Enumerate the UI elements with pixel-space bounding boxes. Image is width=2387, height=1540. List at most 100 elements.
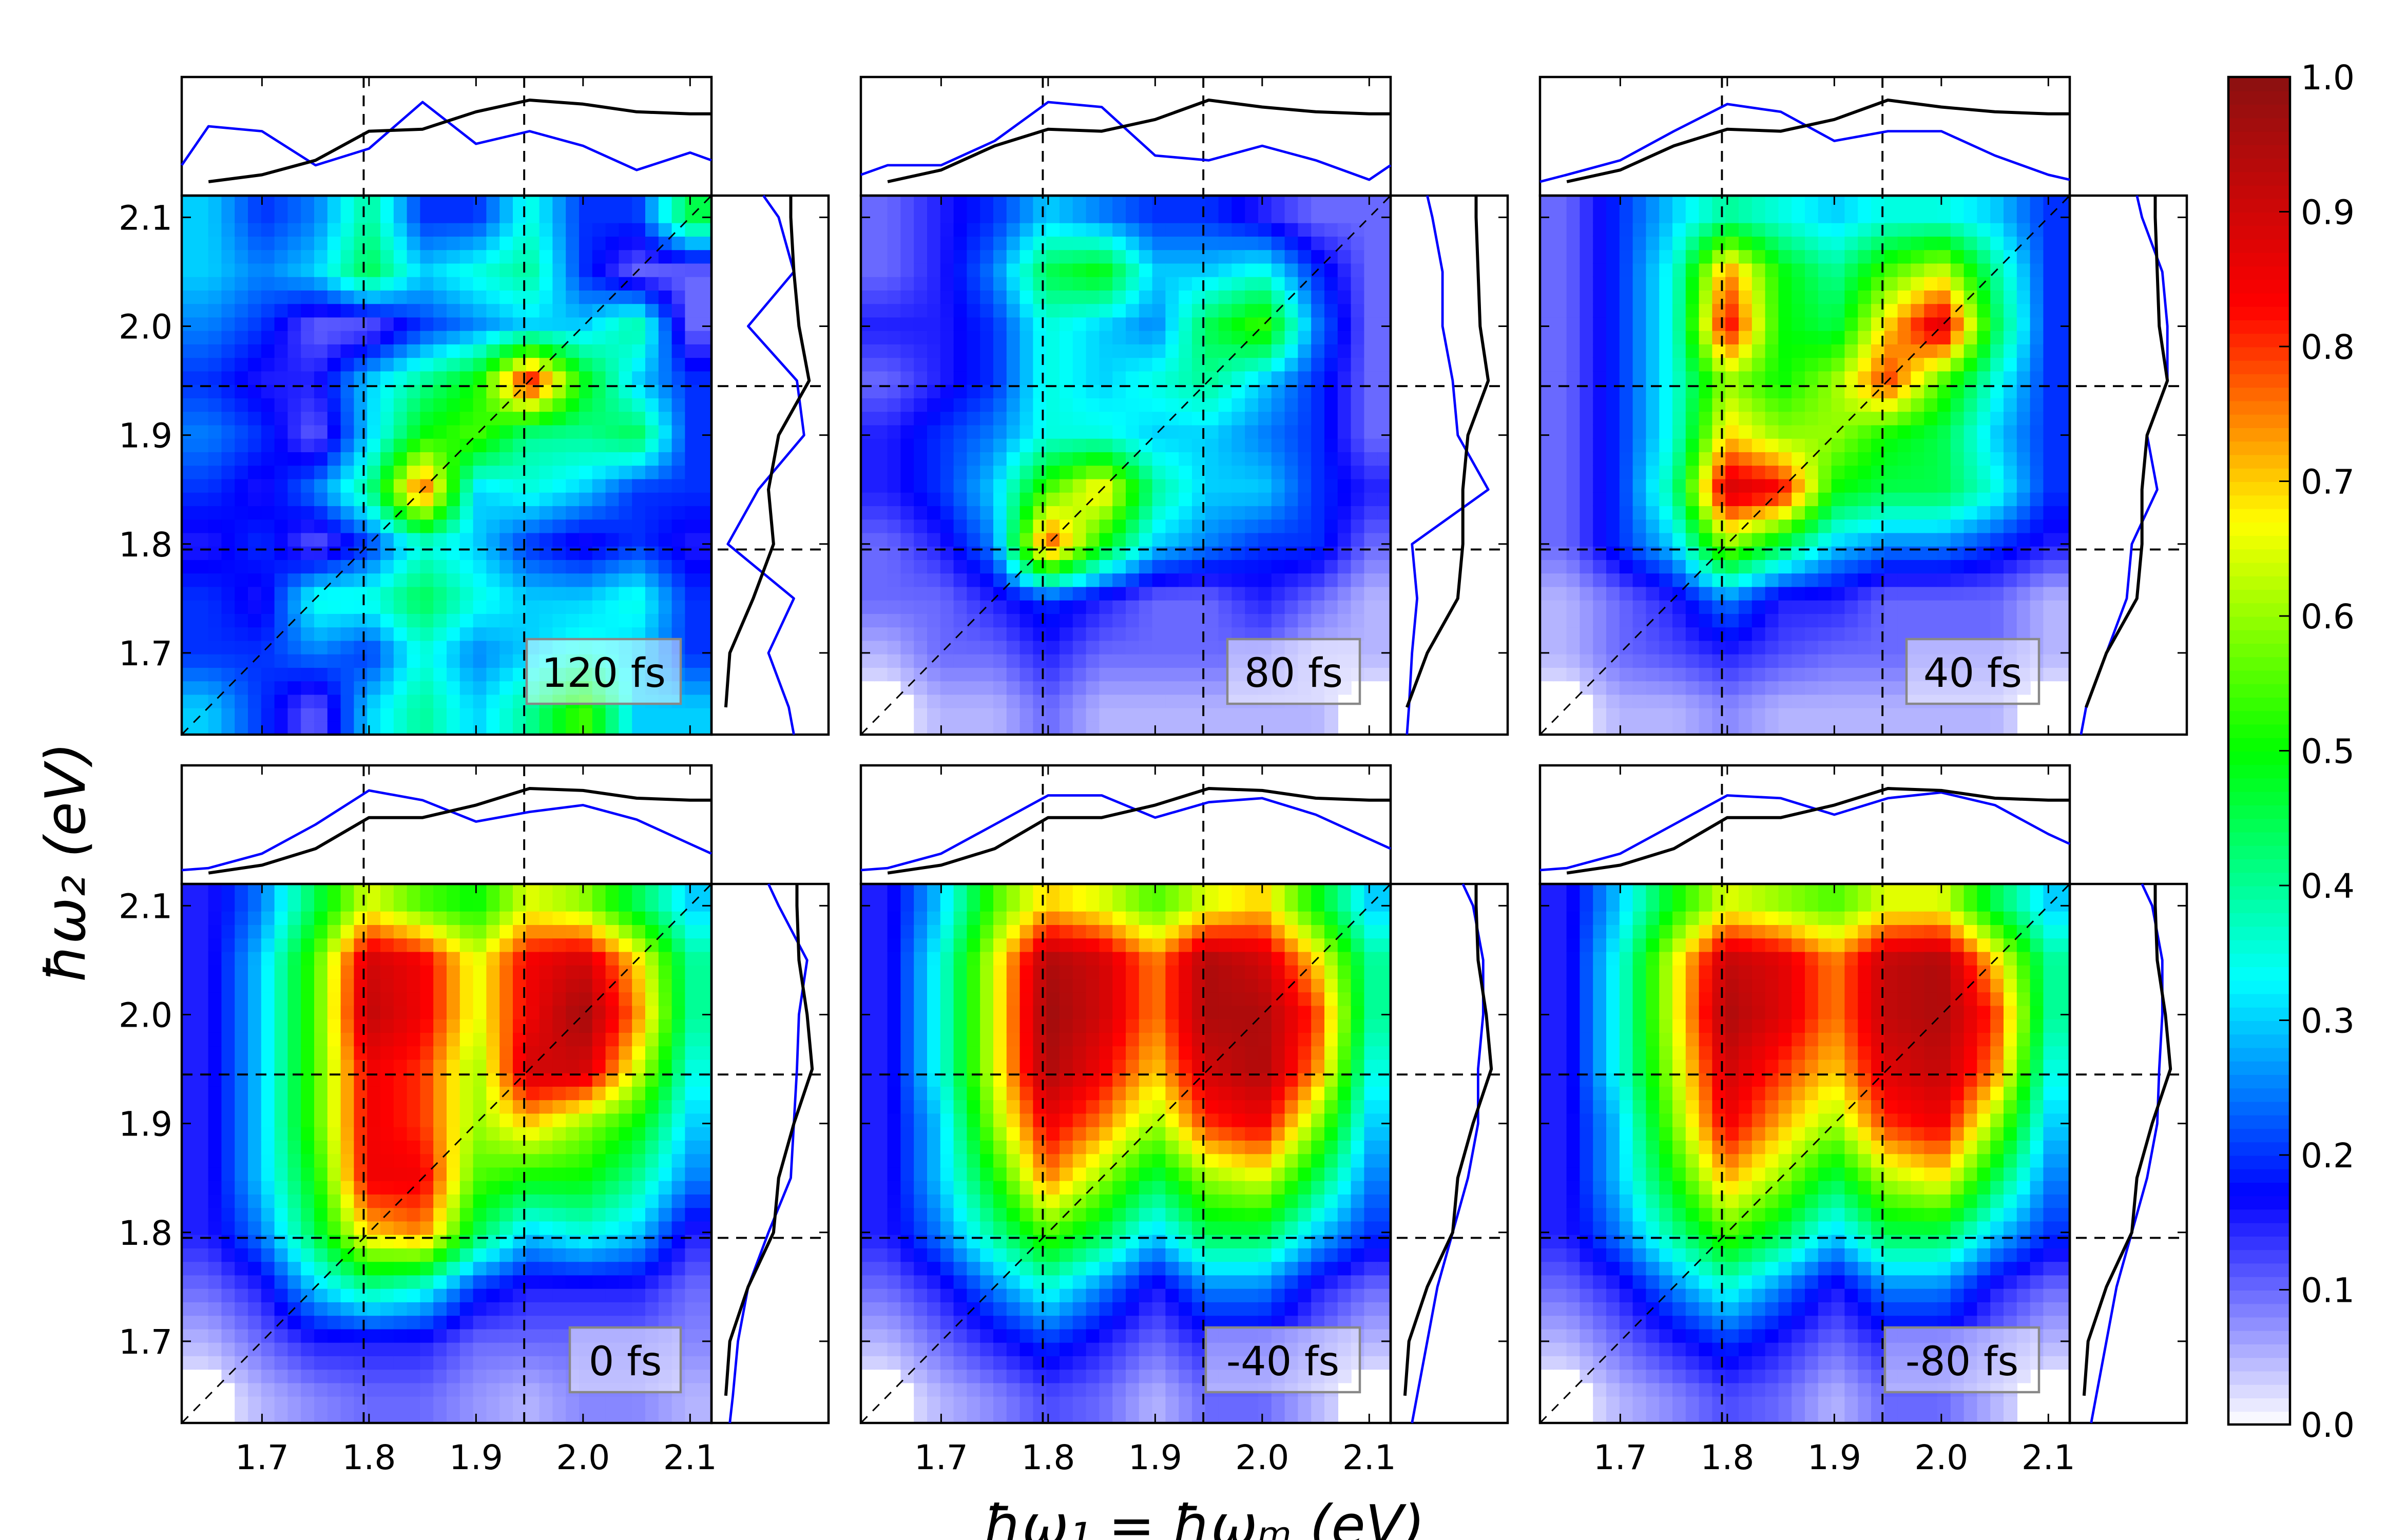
heatmap-cell	[367, 519, 381, 533]
heatmap-cell	[1284, 721, 1299, 736]
heatmap-cell	[182, 1100, 196, 1114]
heatmap-cell	[1778, 546, 1793, 560]
heatmap-cell	[2004, 303, 2017, 318]
heatmap-cell	[221, 209, 236, 223]
heatmap-cell	[1739, 465, 1753, 479]
heatmap-cell	[993, 397, 1007, 412]
heatmap-cell	[1778, 600, 1793, 614]
heatmap-cell	[2043, 438, 2057, 452]
heatmap-cell	[195, 276, 209, 291]
heatmap-cell	[1606, 586, 1620, 601]
heatmap-cell	[1152, 451, 1166, 466]
heatmap-cell	[526, 438, 540, 452]
heatmap-cell	[2043, 519, 2057, 533]
heatmap-cell	[327, 330, 341, 344]
heatmap-cell	[632, 249, 646, 264]
heatmap-cell	[566, 411, 580, 426]
heatmap-cell	[221, 667, 236, 682]
heatmap-cell	[645, 290, 659, 304]
heatmap-cell	[861, 559, 875, 574]
heatmap-cell	[1245, 438, 1259, 452]
heatmap-cell	[261, 438, 275, 452]
heatmap-cell	[1646, 303, 1660, 318]
heatmap-cell	[1632, 371, 1647, 385]
heatmap-cell	[1337, 209, 1352, 223]
heatmap-cell	[1924, 532, 1938, 547]
heatmap-cell	[967, 343, 981, 358]
heatmap-cell	[914, 303, 928, 318]
heatmap-cell	[327, 451, 341, 466]
heatmap-cell	[459, 249, 474, 264]
heatmap-cell	[953, 290, 968, 304]
heatmap-cell	[499, 600, 514, 614]
heatmap-cell	[1019, 707, 1034, 722]
heatmap-cell	[980, 397, 994, 412]
heatmap-cell	[314, 222, 328, 237]
heatmap-cell	[1924, 586, 1938, 601]
heatmap-cell	[1033, 357, 1047, 372]
heatmap-cell	[1179, 532, 1193, 547]
heatmap-cell	[1351, 519, 1365, 533]
heatmap-cell	[208, 303, 222, 318]
heatmap-cell	[1112, 505, 1127, 520]
heatmap-cell	[433, 707, 448, 722]
heatmap-cell	[658, 317, 672, 331]
heatmap-cell	[632, 532, 646, 547]
heatmap-cell	[1646, 627, 1660, 641]
heatmap-cell	[195, 249, 209, 264]
heatmap-cell	[1060, 546, 1073, 560]
heatmap-cell	[1139, 505, 1153, 520]
heatmap-cell	[2043, 546, 2057, 560]
heatmap-cell	[1672, 196, 1686, 210]
heatmap-cell	[671, 492, 686, 506]
heatmap-cell	[874, 397, 888, 412]
heatmap-cell	[248, 505, 262, 520]
heatmap-cell	[953, 276, 968, 291]
heatmap-cell	[261, 519, 275, 533]
heatmap-cell	[1165, 196, 1180, 210]
heatmap-cell	[221, 276, 236, 291]
heatmap-cell	[1019, 653, 1034, 668]
heatmap-cell	[927, 559, 941, 574]
heatmap-cell	[221, 694, 236, 708]
heatmap-cell	[685, 478, 699, 493]
heatmap-cell	[1606, 613, 1620, 628]
heatmap-cell	[354, 425, 368, 439]
heatmap-cell	[1553, 303, 1567, 318]
heatmap-cell	[287, 559, 302, 574]
heatmap-cell	[1086, 330, 1100, 344]
heatmap-cell	[552, 425, 567, 439]
heatmap-cell	[1152, 573, 1166, 587]
heatmap-cell	[927, 357, 941, 372]
heatmap-cell	[314, 249, 328, 264]
heatmap-cell	[566, 222, 580, 237]
heatmap-cell	[1805, 209, 1819, 223]
heatmap-cell	[433, 357, 448, 372]
heatmap-cell	[208, 681, 222, 695]
heatmap-cell	[2016, 478, 2031, 493]
heatmap-cell	[1858, 707, 1872, 722]
heatmap-cell	[433, 209, 448, 223]
heatmap-cell	[1606, 303, 1620, 318]
heatmap-cell	[1990, 573, 2005, 587]
heatmap-cell	[874, 505, 888, 520]
heatmap-cell	[248, 667, 262, 682]
heatmap-cell	[208, 1018, 222, 1033]
heatmap-cell	[1712, 653, 1726, 668]
heatmap-cell	[2004, 492, 2017, 506]
heatmap-cell	[900, 438, 915, 452]
heatmap-cell	[2030, 613, 2044, 628]
heatmap-cell	[327, 613, 341, 628]
heatmap-cell	[1672, 317, 1686, 331]
heatmap-cell	[486, 707, 500, 722]
heatmap-cell	[235, 263, 249, 277]
heatmap-cell	[1179, 573, 1193, 587]
heatmap-cell	[1218, 532, 1233, 547]
heatmap-cell	[1778, 371, 1793, 385]
heatmap-cell	[1046, 276, 1061, 291]
heatmap-cell	[2016, 343, 2031, 358]
heatmap-cell	[433, 532, 448, 547]
heatmap-cell	[671, 196, 686, 210]
heatmap-cell	[993, 613, 1007, 628]
heatmap-cell	[327, 627, 341, 641]
